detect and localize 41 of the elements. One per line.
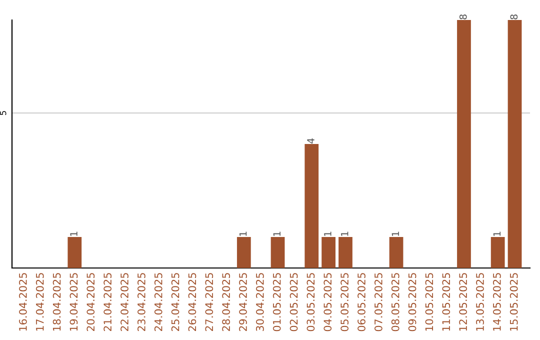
- data-label: 4: [307, 138, 314, 144]
- x-tick-label: 05.05.2025: [340, 273, 349, 332]
- data-label: 1: [70, 232, 78, 236]
- x-tick-label: 08.05.2025: [391, 273, 400, 332]
- x-tick-label: 22.04.2025: [120, 273, 128, 332]
- data-label: 1: [273, 232, 280, 236]
- x-tick-label: 11.05.2025: [442, 273, 450, 331]
- x-tick-label: 21.04.2025: [104, 273, 112, 332]
- y-tick-label: 5: [0, 111, 6, 116]
- x-tick-label: 10.05.2025: [425, 273, 434, 331]
- x-tick-label: 09.05.2025: [408, 273, 416, 332]
- x-tick-label: 18.04.2025: [52, 273, 61, 331]
- x-tick-label: 28.04.2025: [222, 273, 230, 332]
- data-label: 1: [493, 232, 501, 236]
- x-tick-label: 04.05.2025: [324, 273, 332, 332]
- x-tick-label: 15.05.2025: [510, 273, 518, 331]
- x-tick-label: 06.05.2025: [358, 273, 366, 332]
- x-tick-label: 16.04.2025: [18, 273, 27, 331]
- x-tick-label: 14.05.2025: [492, 273, 501, 331]
- data-label: 1: [392, 232, 399, 236]
- data-label: 1: [324, 232, 332, 236]
- data-label: 1: [240, 232, 247, 236]
- x-tick-label: 23.04.2025: [137, 273, 146, 332]
- x-tick-label: 19.04.2025: [70, 273, 78, 331]
- data-label: 8: [510, 14, 518, 20]
- x-tick-label: 02.05.2025: [290, 273, 298, 332]
- x-tick-label: 07.05.2025: [374, 273, 382, 332]
- x-tick-label: 17.04.2025: [36, 273, 44, 331]
- x-tick-label: 26.04.2025: [188, 273, 196, 332]
- x-tick-label: 25.04.2025: [171, 273, 180, 332]
- data-label: 1: [341, 232, 348, 236]
- x-tick-label: 13.05.2025: [476, 273, 484, 331]
- x-tick-label: 27.04.2025: [205, 273, 214, 332]
- x-tick-label: 29.04.2025: [239, 273, 247, 332]
- data-label: 8: [459, 14, 467, 20]
- x-tick-label: 01.05.2025: [272, 273, 281, 332]
- x-tick-label: 12.05.2025: [459, 273, 468, 331]
- x-tick-label: 03.05.2025: [306, 273, 315, 332]
- x-tick-label: 30.04.2025: [256, 273, 264, 332]
- x-tick-label: 20.04.2025: [86, 273, 95, 332]
- x-tick-label: 24.04.2025: [154, 273, 162, 332]
